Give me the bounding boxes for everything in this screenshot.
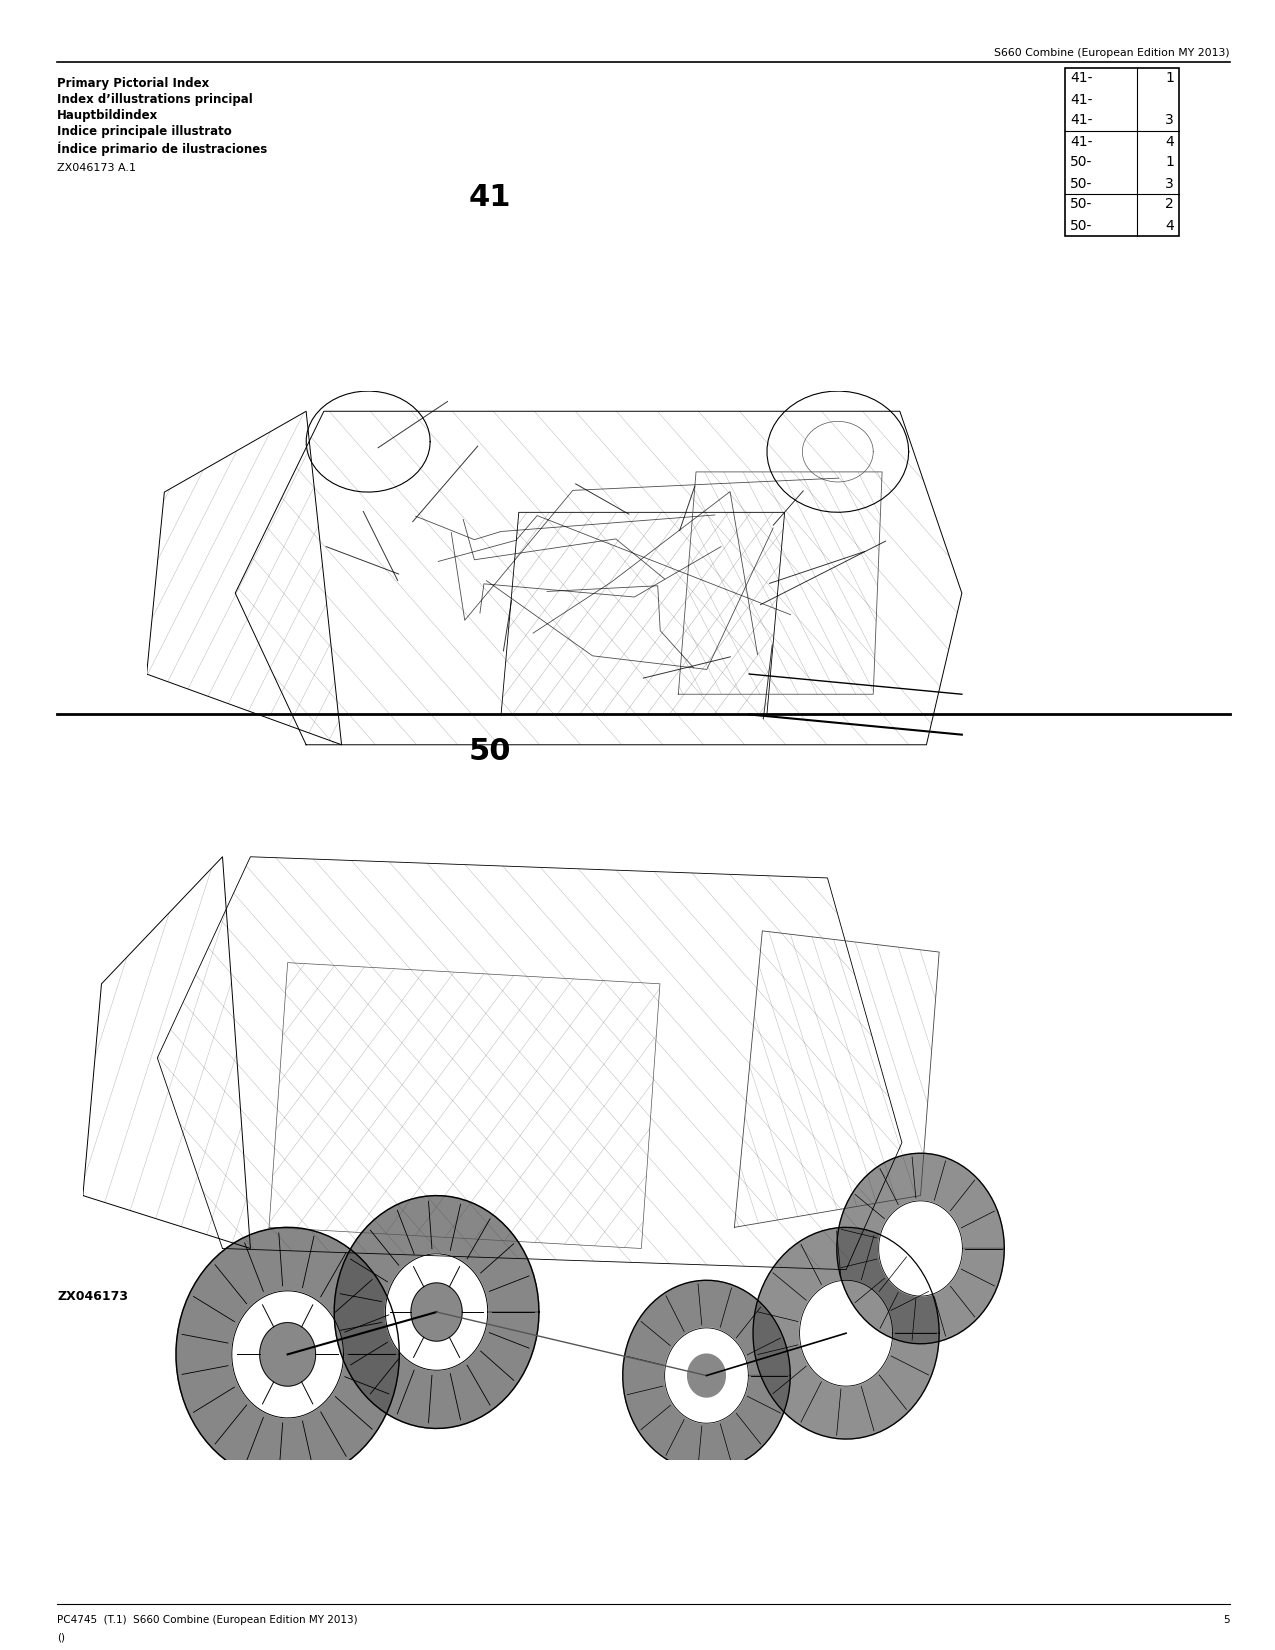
Text: (): (): [57, 1632, 65, 1642]
Polygon shape: [687, 1355, 725, 1398]
Text: 1: 1: [1165, 155, 1174, 170]
Text: 41-: 41-: [1070, 114, 1093, 127]
Text: ZX046173: ZX046173: [57, 1290, 128, 1304]
Text: 3: 3: [1165, 114, 1174, 127]
Polygon shape: [836, 1153, 1005, 1343]
Polygon shape: [664, 1328, 748, 1424]
Bar: [1065, 68, 1179, 236]
Text: 4: 4: [1165, 135, 1174, 148]
Text: 50-: 50-: [1070, 155, 1093, 170]
Text: 41-: 41-: [1070, 92, 1093, 107]
Text: 41-: 41-: [1070, 71, 1093, 86]
Polygon shape: [768, 391, 909, 512]
Polygon shape: [306, 391, 430, 492]
Polygon shape: [622, 1280, 790, 1470]
Text: 4: 4: [1165, 218, 1174, 233]
Text: Hauptbildindex: Hauptbildindex: [57, 109, 158, 122]
Polygon shape: [799, 1280, 892, 1386]
Polygon shape: [260, 1323, 316, 1386]
Text: Indice principale illustrato: Indice principale illustrato: [57, 125, 232, 139]
Text: 1: 1: [1165, 71, 1174, 86]
Polygon shape: [754, 1228, 940, 1439]
Text: S660 Combine (European Edition MY 2013): S660 Combine (European Edition MY 2013): [994, 48, 1230, 58]
Text: 2: 2: [1165, 198, 1174, 211]
Text: ZX046173 A.1: ZX046173 A.1: [57, 163, 136, 173]
Polygon shape: [385, 1254, 488, 1370]
Text: Primary Pictorial Index: Primary Pictorial Index: [57, 78, 209, 91]
Text: 50-: 50-: [1070, 177, 1093, 190]
Polygon shape: [411, 1284, 462, 1341]
Text: 50-: 50-: [1070, 218, 1093, 233]
Text: 50-: 50-: [1070, 198, 1093, 211]
Text: PC4745  (T.1)  S660 Combine (European Edition MY 2013): PC4745 (T.1) S660 Combine (European Edit…: [57, 1615, 357, 1625]
Text: 41: 41: [469, 183, 511, 213]
Polygon shape: [334, 1196, 539, 1429]
Text: 50: 50: [469, 738, 511, 767]
Polygon shape: [176, 1228, 399, 1482]
Text: 5: 5: [1224, 1615, 1230, 1625]
Text: 41-: 41-: [1070, 135, 1093, 148]
Polygon shape: [232, 1290, 343, 1417]
Text: Índice primario de ilustraciones: Índice primario de ilustraciones: [57, 140, 268, 155]
Text: 3: 3: [1165, 177, 1174, 190]
Text: Index d’illustrations principal: Index d’illustrations principal: [57, 92, 252, 106]
Polygon shape: [878, 1201, 963, 1297]
